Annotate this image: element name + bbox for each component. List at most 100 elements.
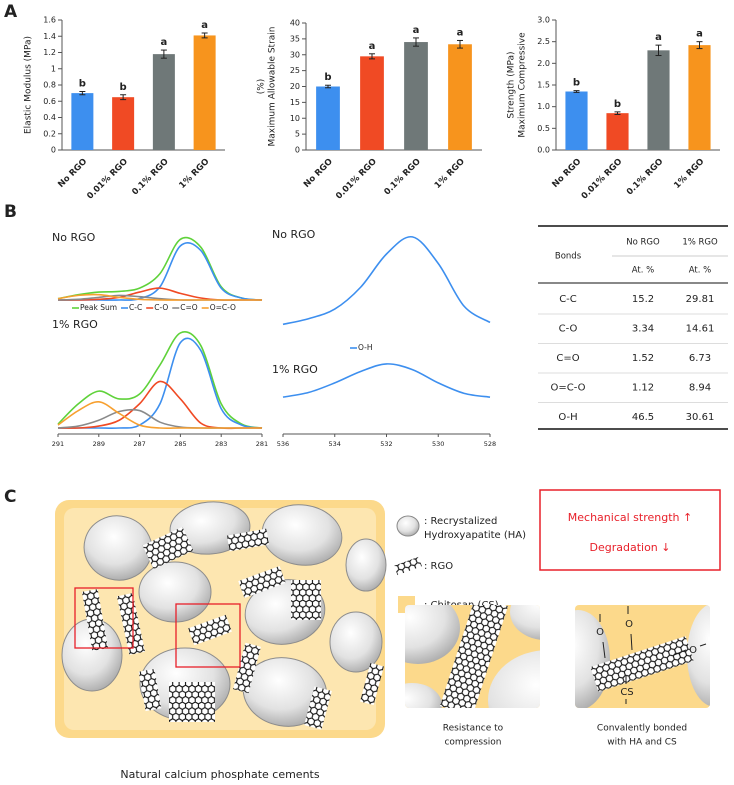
panel-label: A xyxy=(4,2,18,22)
atom-label: O xyxy=(689,645,697,656)
y-axis-label: (%) xyxy=(257,79,267,95)
table-cell: 15.2 xyxy=(632,294,654,305)
x-tick-label: No RGO xyxy=(302,157,335,190)
table-cell: 8.94 xyxy=(689,383,711,394)
zoom-box xyxy=(175,603,241,668)
y-tick-label: 40 xyxy=(290,19,300,28)
x-tick-label: 0.01% RGO xyxy=(580,157,625,202)
x-tick-label: 530 xyxy=(432,440,444,448)
table-cell: O-H xyxy=(558,412,577,423)
inset-compression xyxy=(405,605,540,708)
inset-bonding xyxy=(575,605,710,708)
atom-label: O xyxy=(596,627,604,638)
bar xyxy=(688,45,711,151)
rgo-fill xyxy=(238,566,286,598)
y-tick-label: 1.6 xyxy=(43,16,56,25)
rgo-fill xyxy=(233,642,261,694)
y-tick-label: 30 xyxy=(290,50,300,59)
x-tick-label: 536 xyxy=(277,440,289,448)
inset-caption: compression xyxy=(444,738,501,748)
y-tick-label: 25 xyxy=(290,66,300,75)
x-tick-label: 0.01% RGO xyxy=(334,157,379,202)
rgo-sheet xyxy=(291,580,321,620)
y-tick-label: 1.2 xyxy=(43,48,56,57)
spectrum-line xyxy=(57,242,263,301)
panel-label: B xyxy=(4,202,17,222)
significance-letter: a xyxy=(655,32,662,43)
cement-illustration xyxy=(61,501,387,730)
y-tick-label: 0.6 xyxy=(43,97,56,106)
y-tick-label: 0.4 xyxy=(43,113,56,122)
table-cell: 1.12 xyxy=(632,383,654,394)
rgo-sheet xyxy=(226,528,270,552)
x-tick-label: No RGO xyxy=(56,157,89,190)
table-cell: 46.5 xyxy=(632,412,654,423)
table-cell: 14.61 xyxy=(686,324,715,335)
rgo-fill xyxy=(138,668,162,712)
significance-letter: a xyxy=(369,41,376,52)
rgo-fill xyxy=(169,682,215,722)
significance-letter: b xyxy=(324,72,331,83)
x-tick-label: 0.1% RGO xyxy=(625,157,666,198)
rgo-sheet xyxy=(360,662,384,706)
ha-particle xyxy=(138,561,212,623)
x-tick-label: 1% RGO xyxy=(177,157,211,191)
legend-label: Peak Sum xyxy=(80,303,117,312)
rgo-sheet xyxy=(138,668,162,712)
x-tick-label: No RGO xyxy=(550,157,583,190)
y-tick-label: 1.4 xyxy=(43,32,56,41)
spectrum-line xyxy=(57,401,262,430)
bar xyxy=(193,35,216,150)
y-axis-label: Maximum Allowable Strain xyxy=(268,26,278,146)
table-cell: 29.81 xyxy=(686,294,715,305)
atom-label: CS xyxy=(620,687,633,698)
panel-label: No RGO xyxy=(52,231,96,244)
table-subheader: At. % xyxy=(632,266,654,276)
effect-box xyxy=(539,489,721,571)
y-tick-label: 5 xyxy=(295,130,300,139)
ha-particle xyxy=(345,538,387,592)
y-tick-label: 0.5 xyxy=(537,124,550,133)
significance-letter: b xyxy=(120,82,127,93)
table-cell: C-C xyxy=(559,294,577,305)
y-tick-label: 2.0 xyxy=(537,59,550,68)
y-axis-label: Elastic Modulus (MPa) xyxy=(24,36,34,134)
x-tick-label: 283 xyxy=(215,440,227,448)
x-tick-label: 287 xyxy=(133,440,145,448)
panel-label: 1% RGO xyxy=(272,363,318,376)
spectrum-line xyxy=(57,236,263,301)
effect-text: Degradation ↓ xyxy=(590,541,671,554)
panel-label: No RGO xyxy=(272,228,316,241)
rgo-fill xyxy=(291,580,321,620)
rgo-sheet xyxy=(81,589,109,651)
table-header: Bonds xyxy=(555,252,582,262)
table-cell: 6.73 xyxy=(689,353,711,364)
rgo-fill xyxy=(142,526,194,570)
y-tick-label: 1.5 xyxy=(537,81,550,90)
y-tick-label: 1 xyxy=(51,64,56,73)
panel-label: C xyxy=(4,487,16,507)
rgo-sheet xyxy=(233,642,261,694)
legend-label: C=O xyxy=(180,303,198,312)
rgo-fill xyxy=(304,686,332,730)
legend-label: C-O xyxy=(154,303,168,312)
x-tick-label: 0.1% RGO xyxy=(130,157,171,198)
table-cell: 30.61 xyxy=(686,412,715,423)
y-tick-label: 20 xyxy=(290,82,300,91)
bar xyxy=(112,97,135,150)
significance-letter: a xyxy=(201,20,208,31)
legend-text: : RGO xyxy=(424,561,453,572)
significance-letter: a xyxy=(696,29,703,40)
rgo-sheet xyxy=(169,682,215,722)
rgo-sheet xyxy=(188,614,232,646)
x-tick-label: 289 xyxy=(93,440,105,448)
rgo-fill xyxy=(226,528,270,552)
significance-letter: b xyxy=(573,78,580,89)
spectrum-line xyxy=(57,331,263,429)
y-tick-label: 2.5 xyxy=(537,37,550,46)
inset-caption: Resistance to xyxy=(443,724,504,734)
bar xyxy=(71,93,94,150)
legend-label: O=C-O xyxy=(210,303,236,312)
y-tick-label: 1.0 xyxy=(537,102,550,111)
